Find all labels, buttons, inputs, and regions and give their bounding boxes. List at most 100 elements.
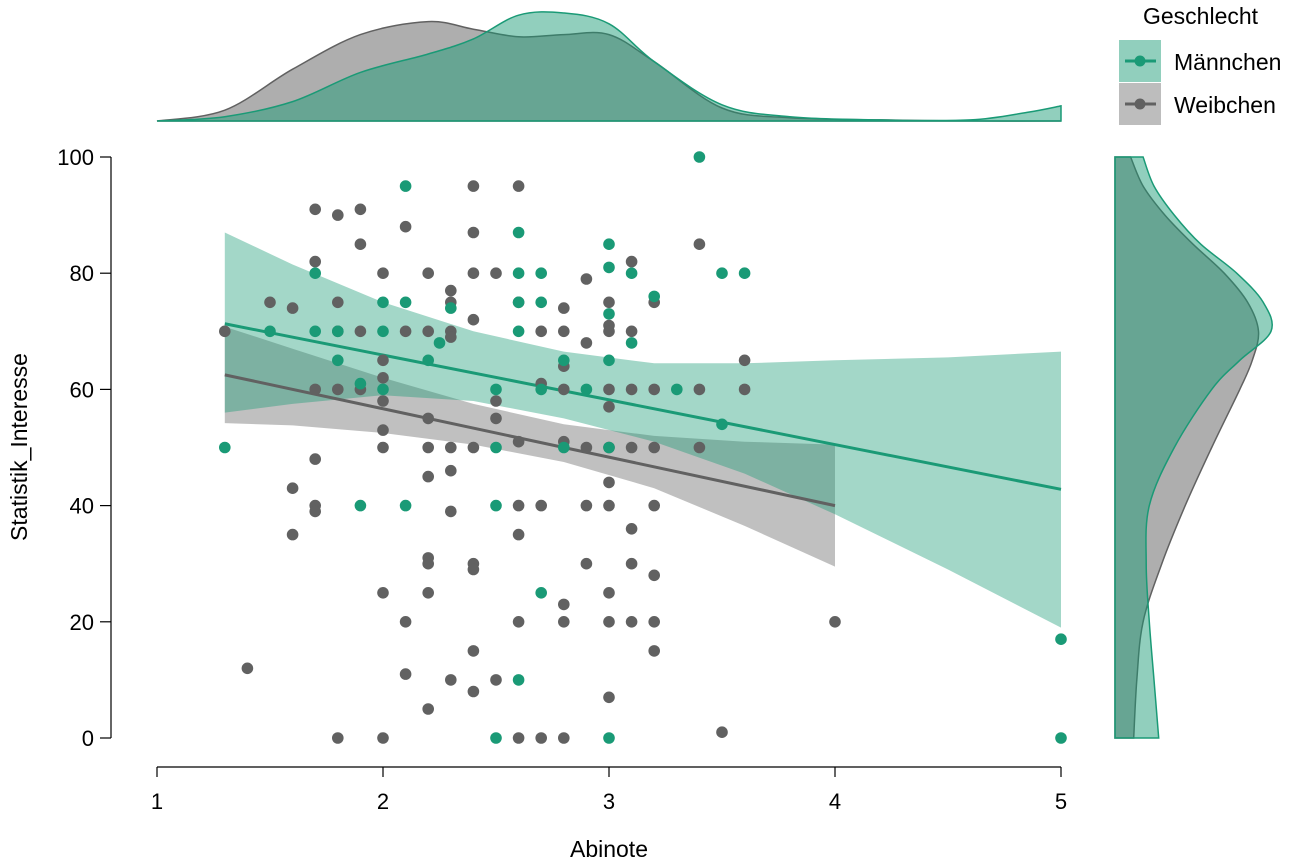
data-point-weibchen [354, 325, 367, 338]
data-point-weibchen [264, 296, 276, 309]
data-point-weibchen [332, 209, 344, 221]
data-point-weibchen [309, 383, 322, 396]
data-point-maennchen [693, 151, 706, 163]
data-point-weibchen [625, 255, 638, 268]
data-point-weibchen [445, 674, 457, 686]
data-point-weibchen [558, 383, 570, 396]
data-point-maennchen [264, 325, 276, 338]
data-point-weibchen [467, 313, 480, 326]
regression-line-weibchen [224, 373, 836, 508]
data-point-weibchen [558, 616, 570, 628]
data-point-maennchen [558, 354, 570, 367]
data-point-weibchen [580, 337, 593, 349]
y-tick-label: 20 [70, 610, 94, 635]
data-point-maennchen [716, 267, 728, 280]
data-point-weibchen [558, 732, 570, 744]
data-point-weibchen [445, 284, 457, 297]
data-point-maennchen [399, 180, 412, 192]
data-point-maennchen [648, 290, 660, 303]
data-point-weibchen [422, 325, 435, 338]
data-point-weibchen [558, 325, 570, 338]
y-tick-label: 80 [70, 261, 94, 286]
data-point-weibchen [490, 412, 502, 425]
data-point-maennchen [354, 377, 367, 390]
data-point-weibchen [309, 255, 322, 268]
data-point-weibchen [399, 220, 412, 233]
data-point-weibchen [603, 383, 615, 396]
data-point-weibchen [467, 563, 480, 576]
data-point-maennchen [433, 337, 446, 349]
data-point-maennchen [332, 325, 344, 338]
data-point-weibchen [377, 395, 389, 407]
x-tick-label: 4 [829, 789, 841, 814]
data-point-weibchen [512, 499, 525, 512]
data-point-weibchen [625, 616, 638, 628]
data-point-weibchen [648, 499, 660, 512]
data-point-weibchen [445, 505, 457, 518]
data-point-weibchen [603, 691, 615, 704]
data-point-weibchen [716, 726, 728, 738]
data-point-weibchen [648, 645, 660, 657]
data-point-weibchen [332, 383, 344, 396]
data-point-weibchen [377, 732, 389, 744]
y-axis-title: Statistik_Interesse [6, 353, 32, 541]
data-point-weibchen [603, 616, 615, 628]
data-point-weibchen [512, 528, 525, 541]
confidence-bands [224, 232, 1062, 628]
data-point-weibchen [399, 616, 412, 628]
data-point-maennchen [738, 267, 751, 280]
confidence-band-weibchen [224, 326, 836, 567]
data-point-weibchen [512, 180, 525, 192]
data-point-weibchen [829, 616, 841, 628]
data-point-weibchen [580, 557, 593, 570]
data-point-weibchen [422, 470, 435, 483]
data-point-maennchen [399, 296, 412, 309]
data-point-weibchen [241, 662, 254, 675]
legend-dot-weibchen [1134, 98, 1146, 110]
data-point-weibchen [625, 557, 638, 570]
data-point-maennchen [625, 267, 638, 280]
legend-dot-maennchen [1134, 55, 1146, 67]
x-tick-label: 2 [377, 789, 389, 814]
right-density-maennchen [1114, 156, 1273, 739]
data-point-maennchen [603, 354, 615, 367]
data-point-maennchen [512, 226, 525, 239]
data-point-maennchen [580, 383, 593, 396]
data-point-weibchen [603, 401, 615, 413]
data-point-maennchen [422, 354, 435, 367]
data-point-weibchen [693, 383, 706, 396]
data-point-weibchen [490, 395, 502, 407]
data-point-weibchen [490, 674, 502, 686]
data-point-weibchen [445, 331, 457, 343]
data-point-maennchen [535, 267, 547, 280]
data-point-weibchen [625, 383, 638, 396]
data-point-maennchen [354, 499, 367, 512]
data-point-weibchen [625, 325, 638, 338]
data-point-weibchen [467, 226, 480, 239]
data-point-weibchen [467, 267, 480, 280]
data-point-maennchen [445, 302, 457, 314]
data-point-weibchen [286, 528, 299, 541]
data-point-maennchen [377, 383, 389, 396]
data-point-maennchen [535, 383, 547, 396]
data-point-weibchen [648, 569, 660, 582]
data-point-maennchen [490, 441, 502, 454]
data-point-maennchen [377, 325, 389, 338]
data-point-weibchen [467, 685, 480, 698]
data-point-weibchen [693, 441, 706, 454]
data-point-weibchen [512, 435, 525, 448]
data-point-weibchen [535, 732, 547, 744]
data-point-weibchen [332, 296, 344, 309]
y-tick-label: 0 [82, 726, 94, 751]
data-point-maennchen [309, 325, 322, 338]
data-point-maennchen [535, 587, 547, 599]
data-point-weibchen [377, 441, 389, 454]
data-point-weibchen [535, 499, 547, 512]
data-point-weibchen [422, 267, 435, 280]
data-point-maennchen [716, 418, 728, 431]
data-point-maennchen [512, 296, 525, 309]
data-point-weibchen [422, 703, 435, 715]
data-point-maennchen [1055, 732, 1067, 744]
data-point-weibchen [558, 302, 570, 314]
